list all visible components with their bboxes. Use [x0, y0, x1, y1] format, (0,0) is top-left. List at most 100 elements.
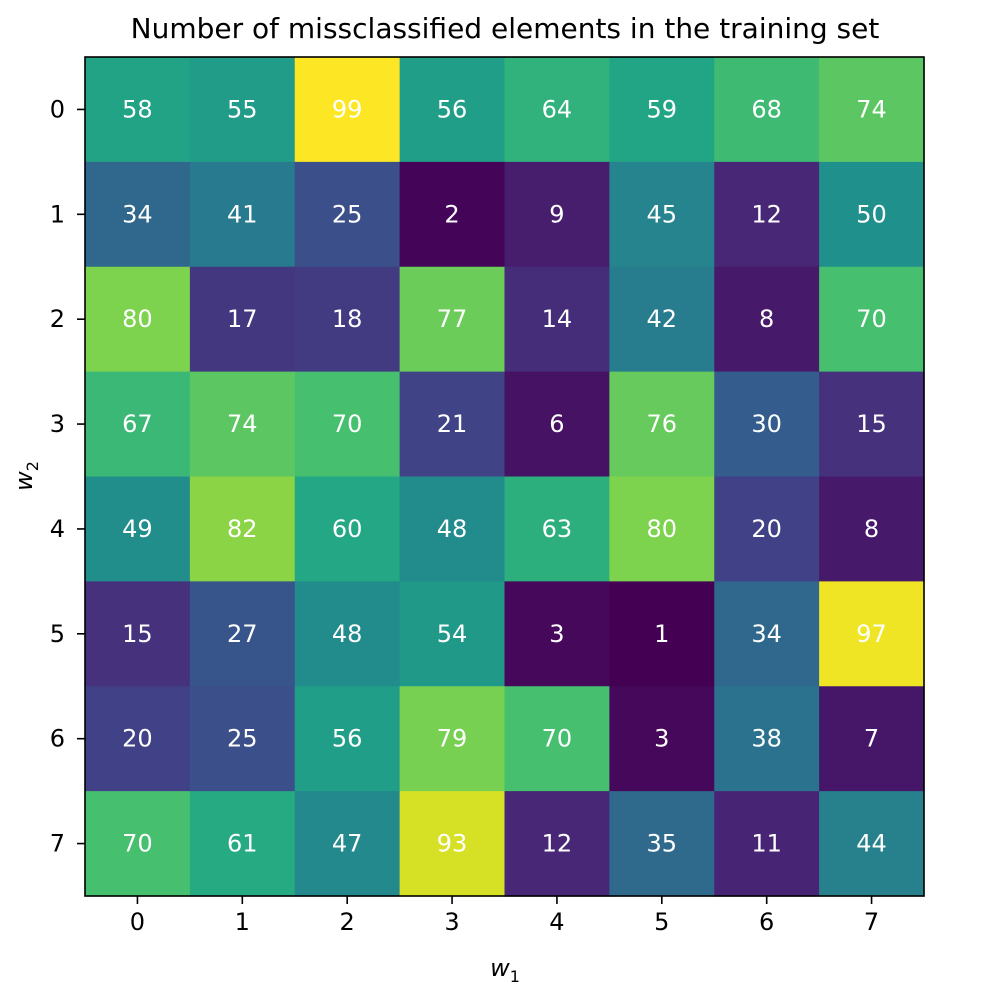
heatmap-cell: [85, 161, 191, 268]
heatmap-cell: [504, 161, 610, 268]
heatmap-cell: [714, 581, 820, 687]
heatmap-cell: [714, 57, 820, 163]
cell-value-label: 25: [332, 200, 363, 228]
cell-value-label: 18: [332, 305, 363, 333]
heatmap-cell: [504, 791, 610, 897]
cell-value-label: 27: [227, 620, 258, 648]
cell-value-label: 20: [751, 515, 782, 543]
heatmap-cell: [399, 57, 506, 163]
heatmap-cell: [85, 476, 191, 582]
cell-value-label: 25: [227, 725, 258, 753]
cell-value-label: 70: [542, 725, 573, 753]
cell-value-label: 7: [864, 725, 879, 753]
cell-value-label: 12: [542, 830, 573, 858]
heatmap-cell: [294, 266, 401, 373]
heatmap-cell: [189, 476, 296, 582]
heatmap-cell: [189, 57, 296, 163]
cell-value-label: 38: [751, 725, 782, 753]
cell-value-label: 79: [437, 725, 468, 753]
heatmap-cell: [399, 266, 506, 373]
x-axis-label-base: w: [490, 954, 510, 982]
heatmap-cell: [609, 57, 715, 163]
x-tick-label: 0: [130, 908, 145, 936]
cell-value-label: 80: [647, 515, 678, 543]
cell-value-label: 55: [227, 95, 258, 123]
y-tick-label: 7: [50, 830, 65, 858]
cell-value-label: 1: [654, 620, 669, 648]
x-tick-label: 6: [759, 908, 774, 936]
cell-value-label: 59: [647, 95, 678, 123]
heatmap-cell: [819, 686, 925, 792]
cell-value-label: 2: [444, 200, 459, 228]
cell-value-label: 6: [549, 410, 564, 438]
heatmap-cell: [609, 476, 715, 582]
cell-value-label: 77: [437, 305, 468, 333]
heatmap-cell: [85, 57, 191, 163]
heatmap-cell: [189, 581, 296, 687]
heatmap-cell: [609, 581, 715, 687]
cell-value-label: 68: [751, 95, 782, 123]
chart-title: Number of missclassified elements in the…: [131, 12, 880, 45]
heatmap-cell: [819, 581, 925, 687]
y-axis-label-base: w: [10, 471, 38, 491]
cell-value-label: 21: [437, 410, 468, 438]
cell-value-label: 93: [437, 830, 468, 858]
heatmap-cell: [819, 57, 925, 163]
heatmap-cell: [399, 476, 506, 582]
x-axis-label: w1: [490, 954, 520, 986]
y-axis-label: w2: [10, 461, 42, 491]
heatmap-cell: [189, 791, 296, 897]
heatmap-cell: [609, 686, 715, 792]
cell-value-label: 8: [759, 305, 774, 333]
cell-value-label: 50: [856, 200, 887, 228]
x-axis-label-subscript: 1: [510, 967, 520, 986]
cell-value-label: 58: [122, 95, 153, 123]
heatmap-cell: [714, 476, 820, 582]
x-tick-label: 7: [864, 908, 879, 936]
x-axis-ticks: 0 1 2 3 4 5 6 7: [130, 896, 879, 936]
heatmap-cell: [609, 266, 715, 373]
cell-value-label: 48: [437, 515, 468, 543]
heatmap-cell: [189, 161, 296, 268]
heatmap-cell: [294, 791, 401, 897]
cell-value-label: 30: [751, 410, 782, 438]
heatmap-cell: [294, 57, 401, 163]
heatmap-cells: [85, 57, 925, 897]
heatmap-cell: [819, 371, 925, 478]
cell-value-label: 49: [122, 515, 153, 543]
heatmap-cell: [189, 686, 296, 792]
heatmap-cell: [399, 161, 506, 268]
cell-value-label: 8: [864, 515, 879, 543]
cell-value-label: 64: [542, 95, 573, 123]
cell-value-label: 9: [549, 200, 564, 228]
heatmap-cell: [714, 791, 820, 897]
heatmap-cell: [85, 581, 191, 687]
heatmap-cell: [819, 791, 925, 897]
heatmap-cell: [819, 161, 925, 268]
heatmap-cell: [399, 686, 506, 792]
cell-value-label: 17: [227, 305, 258, 333]
heatmap-cell: [609, 371, 715, 478]
cell-value-label: 48: [332, 620, 363, 648]
cell-value-label: 3: [549, 620, 564, 648]
y-tick-label: 3: [50, 410, 65, 438]
cell-value-label: 97: [856, 620, 887, 648]
cell-value-label: 67: [122, 410, 153, 438]
y-tick-label: 1: [50, 200, 65, 228]
cell-value-label: 41: [227, 200, 258, 228]
heatmap-cell: [504, 371, 610, 478]
y-tick-label: 4: [50, 515, 65, 543]
heatmap-cell: [819, 266, 925, 373]
heatmap-cell: [399, 581, 506, 687]
cell-value-label: 11: [751, 830, 782, 858]
heatmap-cell: [714, 161, 820, 268]
y-tick-label: 0: [50, 95, 65, 123]
cell-value-label: 47: [332, 830, 363, 858]
heatmap-cell: [294, 686, 401, 792]
cell-value-label: 70: [332, 410, 363, 438]
heatmap-cell: [85, 266, 191, 373]
cell-value-label: 63: [542, 515, 573, 543]
heatmap-cell: [294, 161, 401, 268]
cell-value-label: 34: [122, 200, 153, 228]
